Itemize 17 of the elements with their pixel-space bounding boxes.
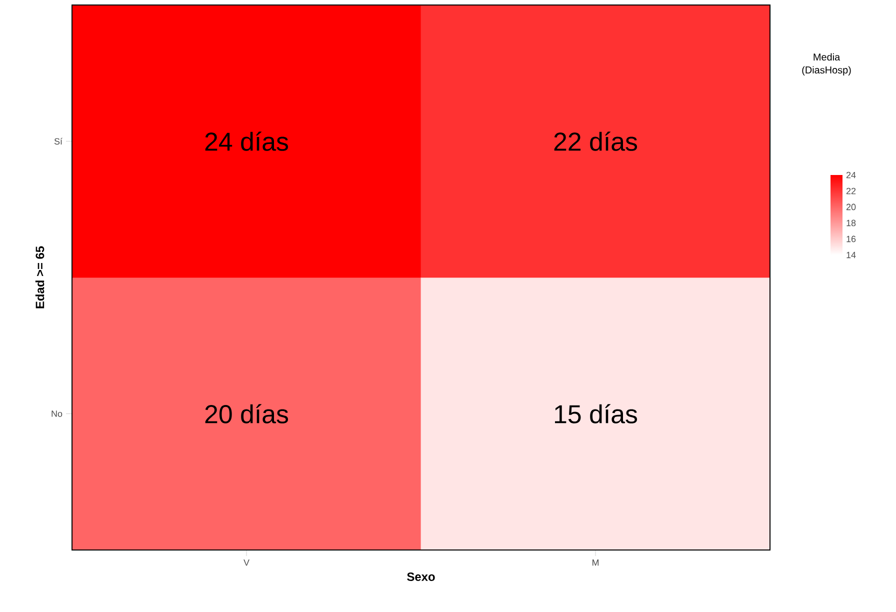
x-tick-label: M — [592, 560, 599, 566]
data-label: 24 días — [205, 132, 288, 151]
color-bar-label: 18 — [846, 220, 856, 226]
x-axis-title: Sexo — [407, 572, 435, 581]
y-tick-label: No — [52, 410, 62, 417]
color-bar-label: 14 — [846, 252, 856, 258]
y-tick-label: Sí — [54, 138, 62, 145]
color-bar-label: 16 — [846, 236, 856, 242]
data-label: 15 días — [554, 404, 638, 424]
color-bar-label: 24 — [846, 172, 856, 178]
x-tick-label: V — [244, 560, 250, 566]
color-bar-label: 22 — [846, 188, 856, 194]
y-axis-title: Edad >= 65 — [35, 246, 44, 308]
color-bar-title: Media (DiasHosp) — [802, 53, 851, 76]
data-label: 22 días — [554, 132, 638, 151]
color-bar-label: 20 — [846, 204, 856, 210]
data-label: 20 días — [205, 404, 288, 424]
